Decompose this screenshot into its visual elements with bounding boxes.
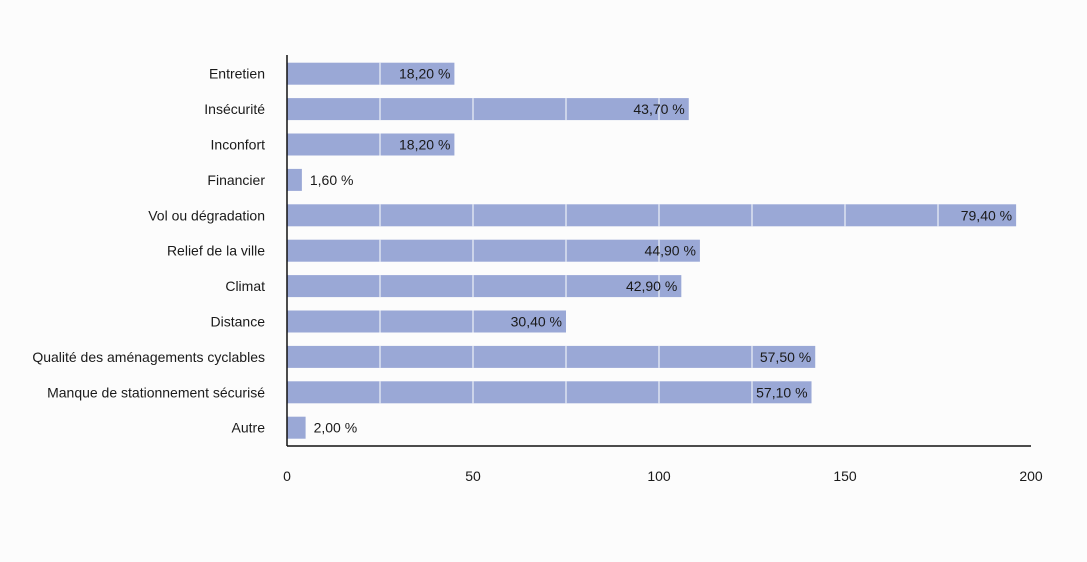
data-label: 1,60 %: [310, 172, 354, 188]
bar-6: [287, 275, 682, 298]
bar-5: [287, 239, 700, 262]
ticks-layer: 0 50 100 150 200: [283, 468, 1043, 484]
category-label: Climat: [225, 278, 265, 294]
x-tick-label: 0: [283, 468, 291, 484]
category-label: Autre: [232, 420, 266, 436]
data-label: 30,40 %: [511, 314, 562, 330]
category-label: Distance: [211, 314, 266, 330]
category-label: Vol ou dégradation: [148, 207, 265, 223]
x-tick-label: 200: [1019, 468, 1043, 484]
category-label: Insécurité: [204, 101, 265, 117]
data-label: 18,20 %: [399, 137, 450, 153]
x-tick-label: 100: [647, 468, 671, 484]
bar-7: [287, 310, 566, 333]
bar-0: [287, 62, 455, 85]
bar-2: [287, 133, 455, 156]
data-label: 42,90 %: [626, 278, 677, 294]
bars-layer: [287, 62, 1017, 439]
grid-layer: [379, 62, 939, 404]
category-label: Entretien: [209, 66, 265, 82]
data-label: 44,90 %: [645, 243, 696, 259]
category-label: Inconfort: [211, 137, 266, 153]
x-tick-label: 150: [833, 468, 857, 484]
x-tick-label: 50: [465, 468, 481, 484]
bar-9: [287, 381, 812, 404]
category-label: Relief de la ville: [167, 243, 265, 259]
category-label: Qualité des aménagements cyclables: [32, 349, 265, 365]
data-label: 2,00 %: [314, 420, 358, 436]
axes-layer: [286, 55, 1031, 447]
data-label: 18,20 %: [399, 66, 450, 82]
bar-4: [287, 204, 1017, 227]
category-label: Financier: [207, 172, 265, 188]
data-label: 79,40 %: [961, 207, 1012, 223]
data-label: 57,50 %: [760, 349, 811, 365]
category-label: Manque de stationnement sécurisé: [47, 384, 265, 400]
bar-1: [287, 98, 689, 121]
data-label: 57,10 %: [756, 384, 807, 400]
data-label: 43,70 %: [633, 101, 684, 117]
bar-3: [287, 168, 302, 191]
bar-8: [287, 345, 816, 368]
bar-10: [287, 416, 306, 439]
labels-layer: Entretien 18,20 % Insécurité 43,70 % Inconfo…: [32, 66, 1012, 436]
